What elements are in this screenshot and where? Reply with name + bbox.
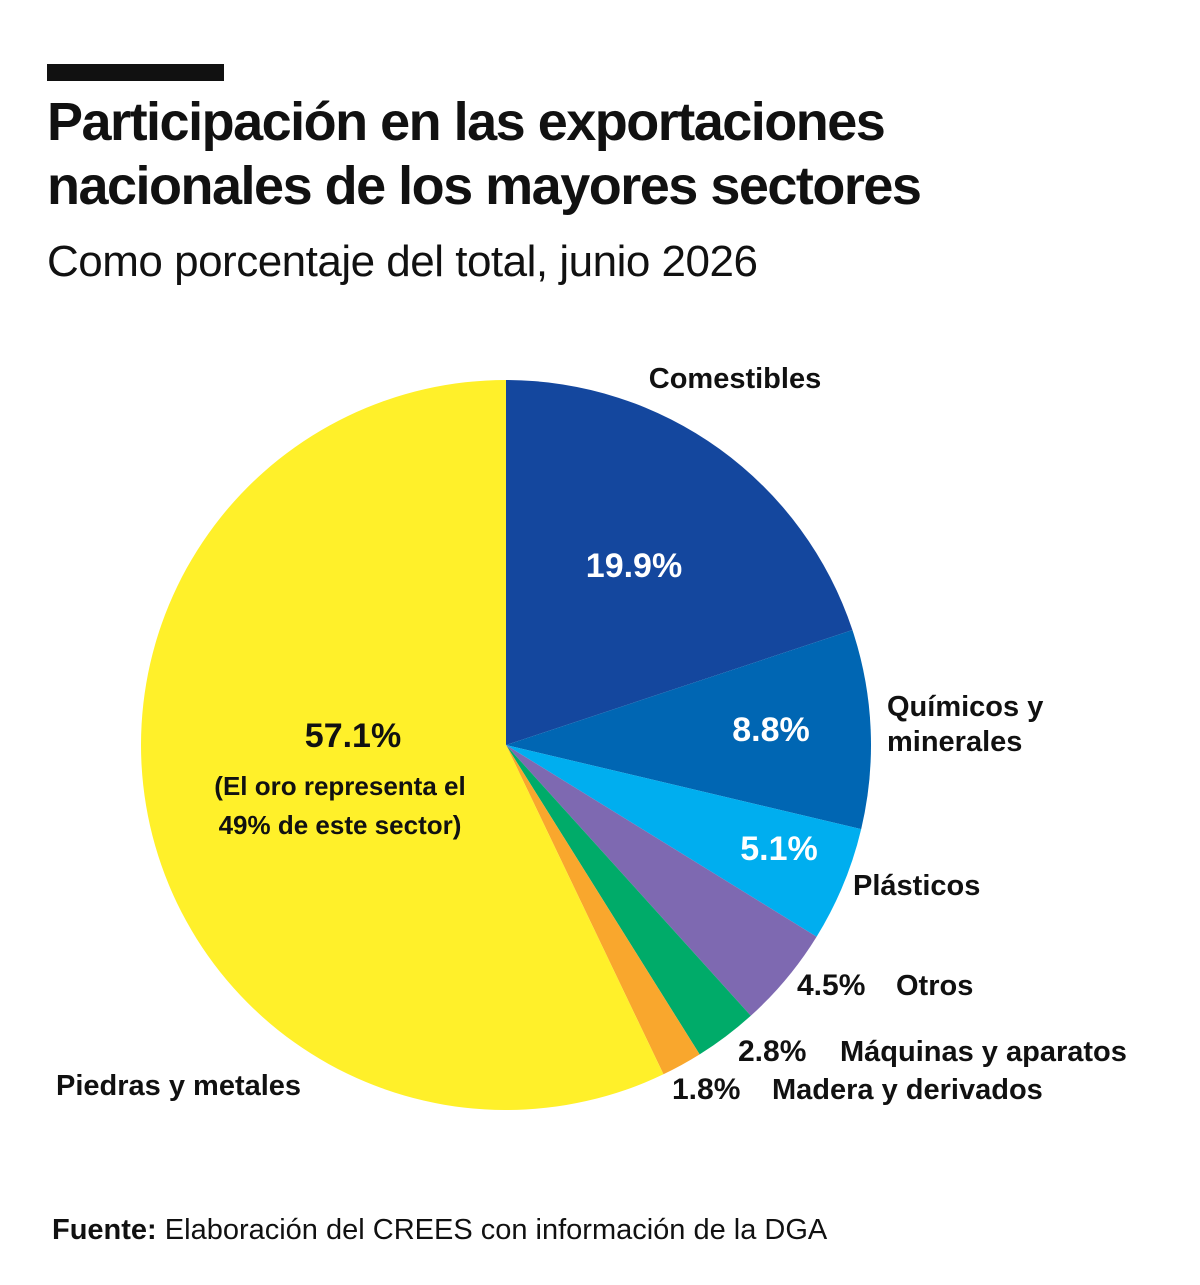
slice-value-label-6: 1.8%: [672, 1073, 740, 1106]
pie-slices: [141, 380, 871, 1110]
slice-annotation-1: (El oro representa el: [214, 771, 465, 801]
pie-slice-4: [506, 745, 817, 1016]
slice-value-label-2: 8.8%: [732, 711, 810, 749]
pie-slice-7: [141, 380, 664, 1110]
pie-slice-2: [506, 630, 871, 830]
slice-category-label-7: Piedras y metales: [56, 1070, 301, 1102]
slice-category-label-5: Máquinas y aparatos: [840, 1036, 1127, 1068]
slice-category-label-6: Madera y derivados: [772, 1074, 1043, 1106]
source-note: Fuente: Elaboración del CREES con inform…: [52, 1210, 827, 1250]
title-line-2: nacionales de los mayores sectores: [47, 156, 922, 216]
slice-value-label-5: 2.8%: [738, 1035, 806, 1068]
slice-value-label-4: 4.5%: [797, 969, 865, 1002]
slice-value-label-3: 5.1%: [740, 830, 818, 868]
source-label: Fuente:: [52, 1214, 157, 1246]
pie-slice-5: [506, 745, 751, 1055]
pie-slice-3: [506, 745, 862, 937]
chart-title: Participación en las exportaciones nacio…: [47, 90, 1177, 218]
title-line-1: Participación en las exportaciones: [47, 92, 886, 152]
slice-category-label-4: Otros: [896, 970, 973, 1002]
slice-annotation-2: 49% de este sector): [219, 810, 462, 840]
slice-category-label-2-1: Químicos y: [887, 691, 1043, 723]
slice-value-label-1: 19.9%: [586, 547, 682, 585]
pie-slice-6: [506, 745, 700, 1075]
pie-slice-1: [506, 380, 853, 745]
slice-category-label-1: Comestibles: [649, 363, 821, 395]
slice-value-label-7: 57.1%: [305, 717, 401, 755]
chart-subtitle: Como porcentaje del total, junio 2026: [47, 237, 758, 286]
source-text: Elaboración del CREES con información de…: [164, 1214, 828, 1246]
title-accent-bar: [47, 64, 224, 81]
slice-category-label-3: Plásticos: [853, 870, 980, 902]
slice-category-label-2-2: minerales: [887, 726, 1022, 758]
